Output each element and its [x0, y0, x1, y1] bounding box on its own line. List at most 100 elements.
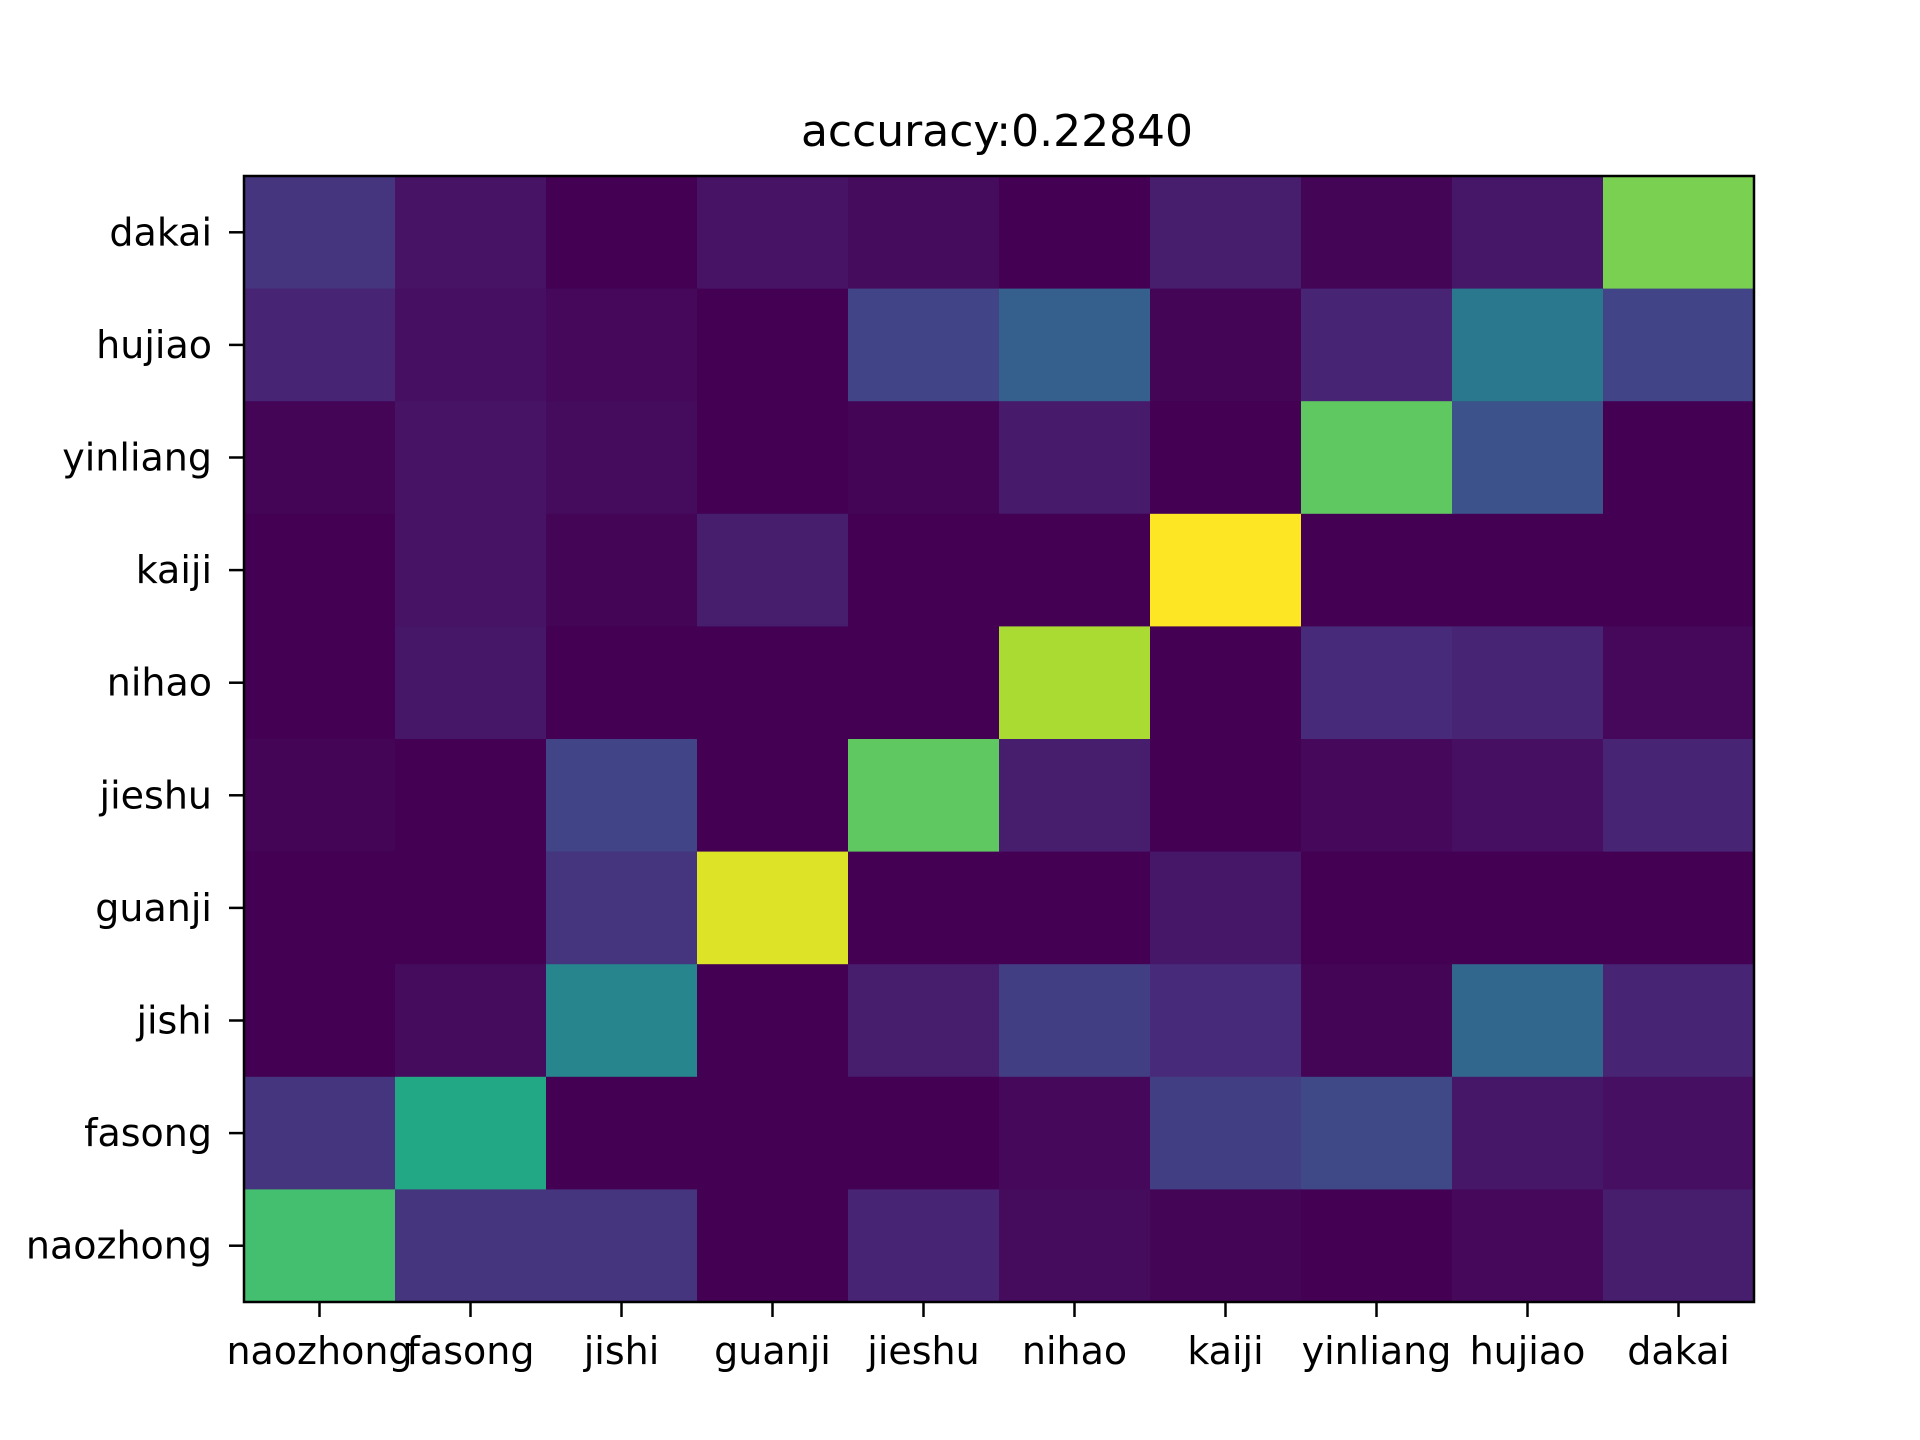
heatmap-cell: [395, 851, 547, 965]
heatmap-cell: [697, 176, 849, 290]
heatmap-cell: [999, 513, 1151, 627]
heatmap-cell: [1301, 626, 1453, 740]
x-tick-label: fasong: [407, 1329, 535, 1373]
heatmap-cell: [848, 739, 1000, 853]
heatmap-cell: [1452, 851, 1604, 965]
heatmap-cell: [244, 626, 396, 740]
heatmap-cell: [697, 739, 849, 853]
y-tick-label: guanji: [95, 886, 212, 930]
y-tick-label: naozhong: [26, 1224, 212, 1268]
x-tick-label: jieshu: [866, 1329, 979, 1373]
heatmap-cell: [697, 626, 849, 740]
heatmap-cell: [1301, 1076, 1453, 1190]
heatmap-cell: [395, 1189, 547, 1303]
heatmap-cell: [244, 964, 396, 1078]
heatmap-cell: [999, 401, 1151, 515]
y-tick-label: dakai: [109, 210, 212, 254]
heatmap-cell: [1603, 739, 1755, 853]
heatmap-cell: [395, 964, 547, 1078]
heatmap-cell: [244, 176, 396, 290]
heatmap-cell: [1301, 176, 1453, 290]
heatmap-cell: [1301, 401, 1453, 515]
x-tick-label: dakai: [1627, 1329, 1730, 1373]
heatmap-cell: [848, 401, 1000, 515]
heatmap-cell: [697, 1189, 849, 1303]
heatmap-cell: [1603, 288, 1755, 402]
heatmap-cell: [1452, 401, 1604, 515]
heatmap-cell: [546, 401, 698, 515]
y-tick-label: kaiji: [136, 548, 212, 592]
x-tick-label: kaiji: [1187, 1329, 1263, 1373]
heatmap-cell: [244, 851, 396, 965]
heatmap-cell: [697, 851, 849, 965]
heatmap-cell: [395, 626, 547, 740]
heatmap-cell: [244, 288, 396, 402]
heatmap-cell: [1301, 1189, 1453, 1303]
heatmap-cell: [848, 1076, 1000, 1190]
x-tick-label: hujiao: [1470, 1329, 1586, 1373]
heatmap-cell: [1150, 851, 1302, 965]
y-tick-label: jishi: [135, 999, 212, 1043]
heatmap-cell: [546, 176, 698, 290]
heatmap-cell: [999, 1189, 1151, 1303]
heatmap-cell: [1603, 964, 1755, 1078]
heatmap-cell: [1301, 964, 1453, 1078]
heatmap-cell: [1452, 176, 1604, 290]
heatmap-cell: [1452, 1189, 1604, 1303]
heatmap-cell: [1452, 288, 1604, 402]
y-tick-label: yinliang: [62, 436, 212, 480]
heatmap-cell: [1150, 288, 1302, 402]
heatmap-cell: [999, 176, 1151, 290]
x-tick-label: guanji: [714, 1329, 831, 1373]
heatmap-cell: [395, 1076, 547, 1190]
heatmap-cell: [1150, 401, 1302, 515]
heatmap-cell: [848, 1189, 1000, 1303]
heatmap-cell: [546, 288, 698, 402]
heatmap-cell: [546, 1189, 698, 1303]
heatmap-cell: [999, 964, 1151, 1078]
heatmap-cell: [848, 288, 1000, 402]
heatmap-cell: [1150, 513, 1302, 627]
heatmap-cell: [244, 739, 396, 853]
heatmap-cell: [1150, 176, 1302, 290]
heatmap-cell: [1452, 626, 1604, 740]
heatmap-cell: [1603, 1189, 1755, 1303]
heatmap-cell: [848, 626, 1000, 740]
heatmap-cell: [546, 1076, 698, 1190]
heatmap-cell: [1603, 626, 1755, 740]
heatmap-cell: [1301, 288, 1453, 402]
heatmap-cell: [395, 176, 547, 290]
x-tick-label: yinliang: [1302, 1329, 1452, 1373]
heatmap-cell: [1603, 851, 1755, 965]
heatmap-cell: [999, 626, 1151, 740]
heatmap-cell: [546, 513, 698, 627]
x-tick-label: nihao: [1022, 1329, 1127, 1373]
heatmap-cell: [1150, 739, 1302, 853]
heatmap-cell: [1150, 964, 1302, 1078]
heatmap-cell: [1603, 176, 1755, 290]
heatmap-cell: [848, 851, 1000, 965]
heatmap-cell: [1150, 1189, 1302, 1303]
heatmap-cell: [546, 626, 698, 740]
heatmap-cell: [1603, 1076, 1755, 1190]
plot-frame: [242, 174, 1756, 1304]
heatmap-cell: [1301, 513, 1453, 627]
heatmap-cell: [1452, 1076, 1604, 1190]
y-axis-ticks: dakai hujiao yinliang kaiji nihao jieshu guanj…: [26, 210, 244, 1268]
x-tick-label: naozhong: [226, 1329, 412, 1373]
heatmap-cell: [395, 288, 547, 402]
heatmap-cell: [1301, 851, 1453, 965]
heatmap-cell: [244, 1076, 396, 1190]
chart-title: accuracy:0.22840: [801, 106, 1193, 157]
heatmap-cell: [395, 513, 547, 627]
heatmap-cell: [999, 288, 1151, 402]
heatmap-cell: [244, 401, 396, 515]
heatmap-cell: [395, 739, 547, 853]
y-tick-label: nihao: [107, 661, 212, 705]
heatmap-cell: [848, 513, 1000, 627]
heatmap-cell: [1150, 626, 1302, 740]
y-tick-label: hujiao: [96, 323, 212, 367]
heatmap-cell: [697, 1076, 849, 1190]
